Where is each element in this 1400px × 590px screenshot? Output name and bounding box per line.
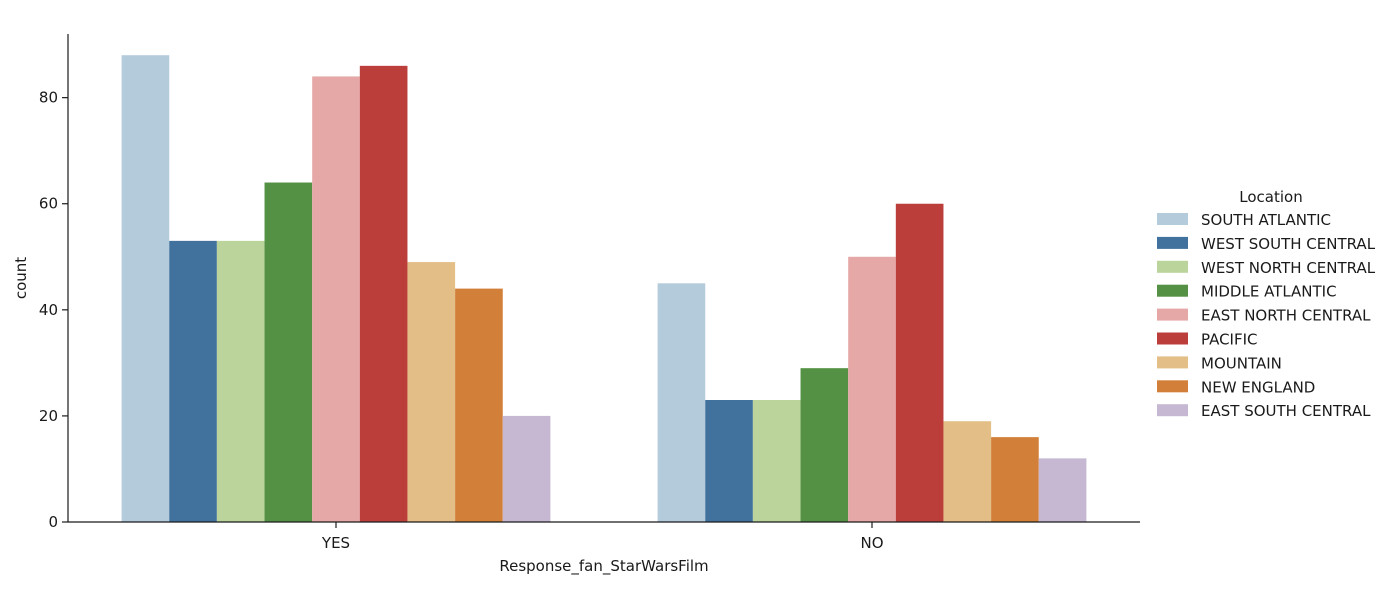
legend: Location SOUTH ATLANTIC WEST SOUTH CENTRA…	[1157, 188, 1376, 420]
y-tick-label: 60	[39, 195, 58, 213]
y-tick-label: 0	[48, 513, 58, 531]
legend-swatch	[1157, 213, 1188, 225]
bar-yes-east-south-central	[502, 415, 551, 522]
bar-yes-pacific	[359, 65, 408, 522]
bar-yes-mountain	[407, 262, 456, 522]
legend-swatch	[1157, 236, 1188, 249]
x-tick-label: NO	[860, 534, 883, 552]
bar-yes-west-south-central	[169, 240, 217, 522]
bar-no-east-north-central	[848, 256, 896, 522]
legend-title: Location	[1239, 188, 1302, 206]
bar-no-new-england	[991, 437, 1039, 522]
legend-swatch	[1157, 308, 1188, 321]
bar-yes-west-north-central	[216, 240, 265, 522]
legend-swatch	[1157, 356, 1188, 369]
y-tick-label: 20	[39, 407, 58, 425]
legend-label: WEST SOUTH CENTRAL	[1201, 235, 1376, 253]
bar-no-south-atlantic	[657, 283, 706, 522]
legend-swatch	[1157, 284, 1188, 297]
legend-label: MOUNTAIN	[1201, 354, 1282, 372]
legend-swatch	[1157, 380, 1188, 393]
legend-items: SOUTH ATLANTIC WEST SOUTH CENTRAL WEST NOR…	[1157, 211, 1376, 420]
bar-yes-east-north-central	[312, 76, 360, 523]
y-tick-label: 80	[39, 89, 58, 107]
legend-label: EAST NORTH CENTRAL	[1201, 307, 1371, 325]
bar-yes-new-england	[455, 288, 503, 522]
bar-no-mountain	[943, 421, 992, 522]
bar-no-east-south-central	[1038, 458, 1087, 522]
legend-label: WEST NORTH CENTRAL	[1201, 259, 1376, 277]
y-axis-title: count	[12, 257, 30, 299]
legend-label: NEW ENGLAND	[1201, 378, 1315, 396]
bar-no-west-north-central	[752, 400, 801, 522]
x-axis-title: Response_fan_StarWarsFilm	[499, 557, 708, 576]
y-tick-label: 40	[39, 301, 58, 319]
legend-label: PACIFIC	[1201, 331, 1258, 349]
legend-label: MIDDLE ATLANTIC	[1201, 283, 1337, 301]
legend-label: EAST SOUTH CENTRAL	[1201, 402, 1371, 420]
x-tick-label: YES	[321, 534, 350, 552]
bar-yes-south-atlantic	[121, 55, 170, 522]
legend-swatch	[1157, 260, 1188, 273]
bars-group	[121, 55, 1087, 523]
legend-swatch	[1157, 404, 1188, 417]
y-axis-ticks: 0 20 40 60 80	[39, 89, 68, 531]
legend-swatch	[1157, 332, 1188, 345]
bar-yes-middle-atlantic	[264, 182, 313, 522]
x-axis-ticks: YES NO	[321, 522, 884, 552]
bar-no-pacific	[895, 203, 944, 523]
bar-no-west-south-central	[705, 400, 753, 522]
bar-no-middle-atlantic	[800, 368, 849, 522]
legend-label: SOUTH ATLANTIC	[1201, 211, 1331, 229]
